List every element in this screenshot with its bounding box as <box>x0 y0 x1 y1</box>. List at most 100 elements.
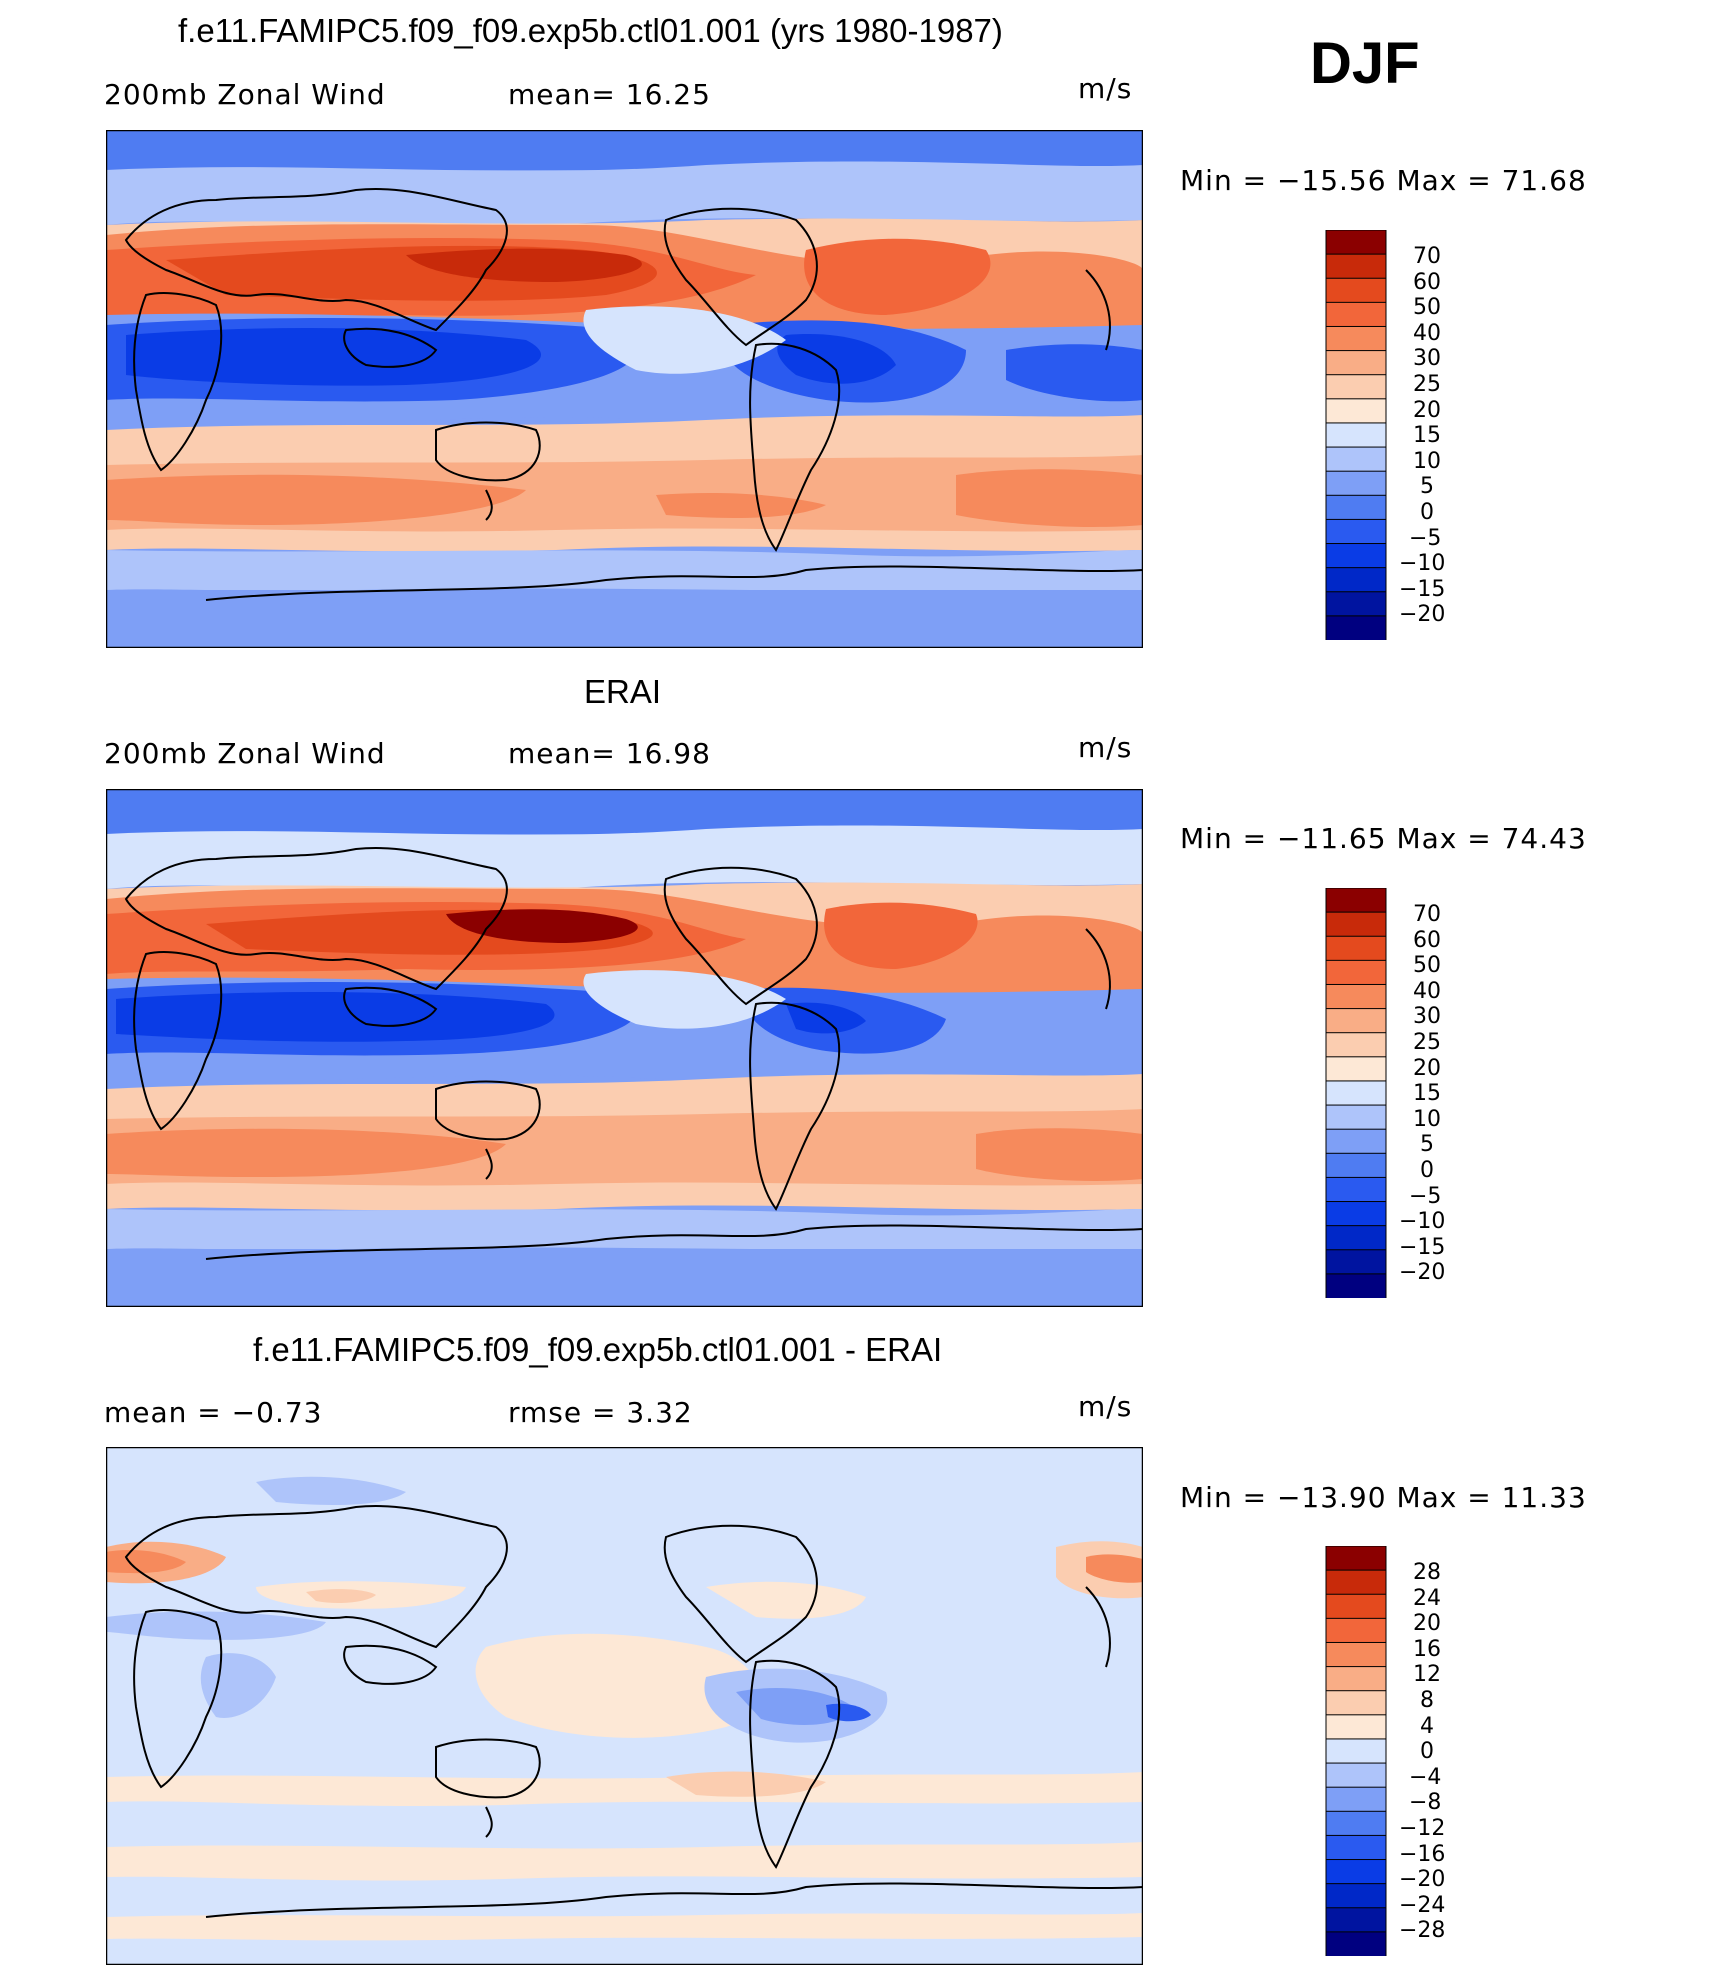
colorbar-swatch <box>1325 1690 1387 1716</box>
colorbar-swatch <box>1325 518 1387 545</box>
colorbar-tick-label: 20 <box>1413 1611 1441 1636</box>
colorbar-tick-label: −20 <box>1399 1260 1446 1285</box>
colorbar-tick-label: 4 <box>1420 1714 1434 1739</box>
colorbar-tick-label: −10 <box>1399 1209 1446 1234</box>
colorbar-swatch <box>1325 1859 1387 1885</box>
colorbar-swatch <box>1325 983 1387 1010</box>
panel-model-units-label: m/s <box>1078 72 1133 105</box>
colorbar-tick-label: 25 <box>1413 372 1441 397</box>
colorbar-tick-label: 70 <box>1413 244 1441 269</box>
colorbar-swatch <box>1325 1080 1387 1107</box>
colorbar-tick-label: 5 <box>1420 474 1434 499</box>
colorbar-tick-label: 20 <box>1413 1056 1441 1081</box>
colorbar-swatch <box>1325 959 1387 986</box>
colorbar-swatch <box>1325 1546 1387 1572</box>
colorbar-swatch <box>1325 1128 1387 1155</box>
colorbar-tick-label: 10 <box>1413 449 1441 474</box>
panel-model-colorbar <box>1325 230 1387 640</box>
colorbar-swatch <box>1325 1273 1387 1298</box>
panel-diff-map-svg <box>106 1447 1143 1965</box>
colorbar-swatch <box>1325 325 1387 352</box>
colorbar-swatch <box>1325 1104 1387 1131</box>
colorbar-swatch <box>1325 422 1387 449</box>
colorbar-tick-label: 50 <box>1413 953 1441 978</box>
colorbar-tick-label: −10 <box>1399 551 1446 576</box>
colorbar-swatch <box>1325 911 1387 938</box>
colorbar-swatch <box>1325 253 1387 280</box>
panel-obs-units-label: m/s <box>1078 731 1133 764</box>
colorbar-swatch <box>1325 230 1387 256</box>
colorbar-tick-label: 0 <box>1420 1739 1434 1764</box>
colorbar-tick-label: −4 <box>1409 1765 1442 1790</box>
panel-model-title: f.e11.FAMIPC5.f09_f09.exp5b.ctl01.001 (y… <box>178 12 1003 49</box>
colorbar-tick-label: 25 <box>1413 1030 1441 1055</box>
colorbar-swatch <box>1325 301 1387 328</box>
colorbar-swatch <box>1325 1032 1387 1058</box>
colorbar-swatch <box>1325 350 1387 376</box>
colorbar-tick-label: 70 <box>1413 902 1441 927</box>
colorbar-swatch <box>1325 1593 1387 1620</box>
colorbar-swatch <box>1325 1931 1387 1956</box>
colorbar-swatch <box>1325 1666 1387 1692</box>
panel-obs-colorbar <box>1325 888 1387 1298</box>
colorbar-tick-label: 50 <box>1413 295 1441 320</box>
panel-model-colorbar-svg <box>1325 230 1387 640</box>
panel-obs-colorbar-ticks: 70 60 50 40 30 25 20 15 10 5 0 −5 −10 −1… <box>1395 888 1475 1298</box>
colorbar-swatch <box>1325 1201 1387 1227</box>
colorbar-swatch <box>1325 1762 1387 1789</box>
colorbar-tick-label: −8 <box>1409 1790 1442 1815</box>
panel-obs-variable-label: 200mb Zonal Wind <box>104 737 386 770</box>
colorbar-tick-label: −28 <box>1399 1918 1446 1943</box>
colorbar-tick-label: 28 <box>1413 1560 1441 1585</box>
colorbar-tick-label: 12 <box>1413 1662 1441 1687</box>
colorbar-swatch <box>1325 1883 1387 1909</box>
panel-model-colorbar-ticks: 70 60 50 40 30 25 20 15 10 5 0 −5 −10 −1… <box>1395 230 1475 640</box>
colorbar-tick-label: −20 <box>1399 1867 1446 1892</box>
colorbar-tick-label: −5 <box>1409 526 1442 551</box>
colorbar-swatch <box>1325 446 1387 473</box>
panel-obs-minmax-label: Min = −11.65 Max = 74.43 <box>1180 822 1587 855</box>
panel-model-minmax-label: Min = −15.56 Max = 71.68 <box>1180 164 1587 197</box>
colorbar-tick-label: −15 <box>1399 1235 1446 1260</box>
panel-diff-colorbar <box>1325 1546 1387 1956</box>
colorbar-tick-label: 8 <box>1420 1688 1434 1713</box>
panel-model-variable-label: 200mb Zonal Wind <box>104 78 386 111</box>
panel-diff-map <box>106 1447 1143 1965</box>
panel-diff-minmax-label: Min = −13.90 Max = 11.33 <box>1180 1481 1587 1514</box>
colorbar-tick-label: 60 <box>1413 928 1441 953</box>
colorbar-tick-label: 30 <box>1413 1004 1441 1029</box>
panel-model-map-svg <box>106 130 1143 648</box>
colorbar-swatch <box>1325 1249 1387 1275</box>
panel-diff-rmse-label: rmse = 3.32 <box>508 1396 693 1429</box>
colorbar-swatch <box>1325 1714 1387 1740</box>
colorbar-swatch <box>1325 1225 1387 1251</box>
colorbar-tick-label: 16 <box>1413 1637 1441 1662</box>
colorbar-tick-label: 0 <box>1420 500 1434 525</box>
colorbar-tick-label: −24 <box>1399 1893 1446 1918</box>
season-label: DJF <box>1310 31 1420 96</box>
colorbar-swatch <box>1325 888 1387 914</box>
colorbar-tick-label: 10 <box>1413 1107 1441 1132</box>
colorbar-tick-label: 5 <box>1420 1132 1434 1157</box>
colorbar-tick-label: 40 <box>1413 979 1441 1004</box>
colorbar-swatch <box>1325 277 1387 304</box>
colorbar-swatch <box>1325 374 1387 400</box>
colorbar-swatch <box>1325 567 1387 593</box>
colorbar-swatch <box>1325 543 1387 569</box>
panel-model-mean-label: mean= 16.25 <box>508 78 711 111</box>
colorbar-swatch <box>1325 1056 1387 1082</box>
colorbar-swatch <box>1325 494 1387 521</box>
panel-obs-map-svg <box>106 789 1143 1307</box>
colorbar-swatch <box>1325 1569 1387 1596</box>
panel-obs-colorbar-svg <box>1325 888 1387 1298</box>
colorbar-swatch <box>1325 935 1387 962</box>
panel-obs-map <box>106 789 1143 1307</box>
colorbar-swatch <box>1325 1738 1387 1765</box>
panel-obs-title: ERAI <box>584 673 662 710</box>
panel-model-map <box>106 130 1143 648</box>
colorbar-tick-label: −12 <box>1399 1816 1446 1841</box>
colorbar-tick-label: 60 <box>1413 270 1441 295</box>
colorbar-swatch <box>1325 1786 1387 1813</box>
colorbar-tick-label: 0 <box>1420 1158 1434 1183</box>
panel-diff-mean-label: mean = −0.73 <box>104 1396 323 1429</box>
